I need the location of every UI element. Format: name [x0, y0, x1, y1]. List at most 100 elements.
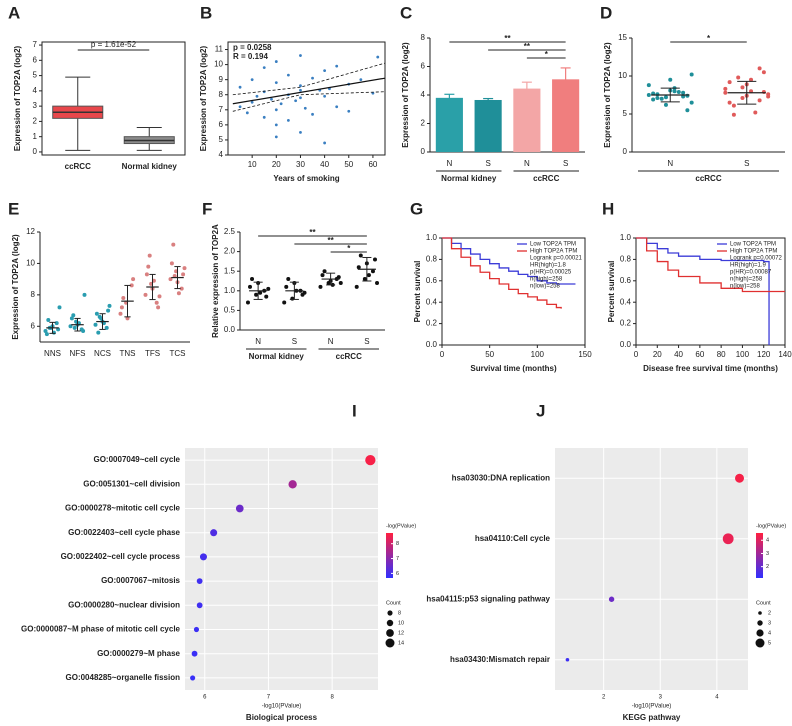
category-label: GO:0000280~nuclear division [68, 600, 180, 609]
x-tick-label: N [255, 337, 261, 346]
point [181, 272, 186, 277]
bubble [190, 675, 196, 681]
plot-frame [41, 41, 186, 156]
size-legend-swatch [385, 638, 395, 648]
x-tick-label: 20 [653, 350, 662, 359]
point [144, 272, 149, 277]
fit-line [232, 91, 386, 112]
annotation: n(low)=258 [730, 284, 761, 290]
point [646, 93, 651, 97]
point [749, 77, 754, 82]
legend-label: Low TOP2A TPM [730, 242, 776, 248]
point [727, 100, 732, 105]
category-label: hsa04110:Cell cycle [475, 534, 551, 543]
size-legend-label: 12 [398, 630, 404, 636]
annotation: p(HR)=0.00025 [530, 270, 572, 276]
point [71, 313, 76, 318]
y-axis-title: Percent survival [607, 261, 616, 323]
x-axis-title: Survival time (months) [470, 364, 557, 373]
point [238, 85, 242, 89]
point [362, 277, 367, 282]
point [663, 95, 668, 100]
bar [513, 88, 541, 152]
x-axis-title: Disease free survival time (months) [643, 364, 778, 373]
point [375, 280, 380, 285]
point [255, 94, 259, 98]
point [279, 102, 283, 106]
point [376, 55, 380, 59]
group-label: Normal kidney [249, 352, 305, 361]
x-tick-label: TFS [145, 349, 160, 358]
y-tick-label: 0.8 [620, 255, 632, 264]
point [676, 89, 681, 94]
size-legend-swatch [387, 610, 393, 616]
bubble [608, 596, 615, 602]
point [274, 60, 278, 63]
point [685, 108, 690, 113]
annotation: n(low)=258 [530, 284, 561, 290]
point [736, 75, 741, 80]
size-legend-label: 3 [768, 620, 771, 626]
point [731, 112, 736, 117]
bubble [196, 602, 203, 609]
category-label: GO:0000087~M phase of mitotic cell cycle [21, 625, 181, 634]
point [179, 286, 184, 291]
x-tick-label: N [446, 159, 452, 168]
point [107, 303, 112, 308]
legend-label: High TOP2A TPM [730, 249, 777, 255]
x-tick-label: 6 [203, 695, 207, 701]
x-tick-label: 8 [330, 695, 334, 701]
point [294, 99, 298, 103]
colorbar-tick-label: 6 [396, 571, 399, 577]
y-tick-label: 10 [214, 60, 223, 69]
y-tick-label: 6 [33, 55, 38, 64]
y-tick-label: 5 [33, 71, 38, 80]
bubble [210, 529, 218, 537]
point [290, 296, 295, 301]
significance-label: ** [524, 42, 531, 51]
point [651, 97, 656, 102]
point [689, 72, 694, 77]
size-legend-swatch [755, 638, 765, 648]
size-legend-title: Count [756, 600, 771, 606]
x-tick-label: 40 [320, 160, 329, 169]
size-legend-label: 10 [398, 620, 404, 626]
point [121, 296, 126, 300]
y-tick-label: 5 [623, 109, 628, 118]
point [284, 284, 289, 289]
y-tick-label: 0.4 [426, 297, 438, 306]
y-axis-title: Expression of TOP2A (log2) [199, 45, 208, 151]
point [274, 135, 278, 139]
y-tick-label: 7 [33, 40, 38, 49]
group-label: ccRCC [336, 352, 362, 361]
y-tick-label: 9 [219, 75, 224, 84]
category-label: GO:0048285~organelle fission [66, 673, 181, 682]
point [757, 66, 762, 71]
y-tick-label: 6 [219, 120, 224, 129]
significance-label: * [545, 50, 549, 59]
y-tick-label: 2.0 [224, 247, 236, 256]
colorbar-tick-label: 7 [396, 556, 399, 562]
point [323, 69, 327, 73]
size-legend-swatch [386, 629, 394, 637]
y-tick-label: 1.0 [224, 286, 236, 295]
point [81, 329, 86, 333]
bubble [199, 553, 208, 561]
point [311, 76, 314, 80]
bar [474, 99, 502, 152]
panel: B 4 5 6 7 8 9 10 11 Expression of TOP2A (log2) 10 2… [199, 3, 386, 183]
point [740, 96, 745, 101]
survival-curve [636, 237, 770, 345]
point [766, 94, 771, 99]
size-legend-swatch [386, 619, 394, 627]
panel-letter: B [200, 3, 212, 22]
y-tick-label: 0.2 [620, 319, 632, 328]
y-tick-label: 5 [219, 135, 224, 144]
size-legend-swatch [757, 620, 763, 626]
point [156, 305, 161, 310]
y-axis-title: Expression of TOP2A (log2) [11, 234, 20, 340]
x-tick-label: 50 [344, 160, 353, 169]
point [320, 273, 325, 278]
y-axis-title: Expression of TOP2A (log2) [401, 42, 410, 148]
